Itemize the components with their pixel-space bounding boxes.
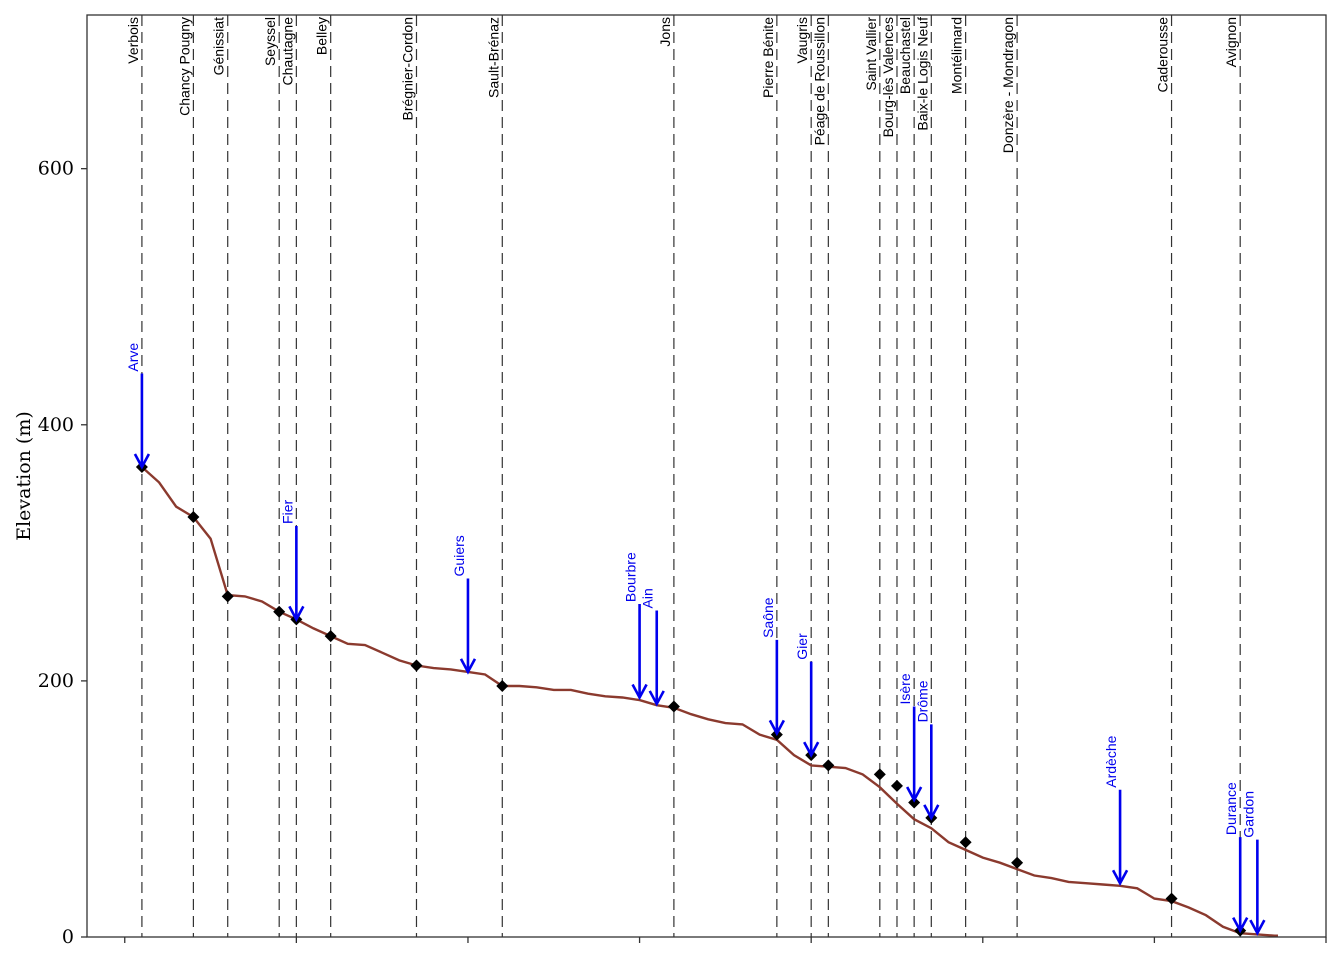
station-marker bbox=[496, 680, 509, 693]
tributary-label: Arve bbox=[125, 343, 141, 372]
tributary-label: Ain bbox=[640, 588, 656, 608]
tributary-label: Gardon bbox=[1240, 791, 1256, 838]
tributary-arrow-head bbox=[288, 605, 305, 623]
station-marker bbox=[273, 605, 286, 618]
station-label: Péage de Roussillon bbox=[811, 17, 827, 145]
station-label: Pierre Bénite bbox=[760, 17, 776, 98]
tributary-arrow-head bbox=[133, 453, 151, 470]
station-label: Jons bbox=[657, 17, 673, 47]
station-label: Donzère - Mondragon bbox=[1000, 17, 1016, 153]
station-label: Avignon bbox=[1223, 17, 1239, 67]
tributary-arrow-head bbox=[648, 690, 665, 707]
y-tick-label: 600 bbox=[38, 158, 74, 180]
plot-frame bbox=[86, 14, 1327, 938]
station-marker bbox=[187, 510, 200, 523]
station-labels: Verbois Chancy Pougny Génissiat Seyssel Chau… bbox=[125, 17, 1239, 154]
station-label: Belley bbox=[314, 17, 330, 55]
tributary-label: Guiers bbox=[451, 535, 467, 576]
station-label: Chancy Pougny bbox=[176, 17, 192, 116]
station-marker bbox=[1011, 856, 1024, 869]
station-label: Sault-Brénaz bbox=[485, 17, 501, 98]
station-label: Seyssel bbox=[262, 17, 278, 66]
y-axis-label: Elevation (m) bbox=[13, 411, 35, 541]
y-tick-label: 400 bbox=[38, 414, 74, 436]
station-label: Verbois bbox=[125, 17, 141, 64]
tributary-label: Fier bbox=[279, 499, 295, 523]
station-marker bbox=[822, 759, 835, 772]
y-tick-label: 200 bbox=[38, 670, 74, 692]
station-marker bbox=[324, 630, 337, 643]
station-label: Génissiat bbox=[211, 17, 227, 75]
tributary-arrow-head bbox=[768, 719, 786, 737]
station-label: Saint Vallier bbox=[863, 17, 879, 91]
station-label: Caderousse bbox=[1155, 17, 1171, 93]
tributary-label: Gier bbox=[794, 633, 810, 660]
tributary-arrow-head bbox=[631, 683, 648, 701]
station-marker bbox=[667, 700, 680, 713]
station-marker bbox=[410, 659, 423, 672]
tributary-arrow-head bbox=[1232, 916, 1249, 934]
tributary-arrow-head bbox=[1249, 919, 1266, 936]
station-lines bbox=[141, 15, 1241, 937]
tributary-arrow-head bbox=[459, 658, 477, 675]
station-label: Chautagne bbox=[279, 17, 295, 86]
tributary-arrow-head bbox=[803, 741, 820, 758]
tributary-arrows: Arve Fier Guiers Bourbre Ain Saône Gier Isère Dr… bbox=[125, 343, 1266, 936]
station-label: Bourg-lès Valences bbox=[880, 17, 896, 137]
tributary-arrow-head bbox=[923, 804, 940, 821]
elevation-profile-line bbox=[141, 466, 1278, 937]
tributary-label: Saône bbox=[760, 597, 776, 638]
y-axis-ticks: 0 200 400 600 bbox=[38, 158, 87, 948]
tributary-label: Isère bbox=[897, 673, 913, 704]
tributary-label: Drôme bbox=[914, 680, 930, 722]
station-label: Beauchastel bbox=[897, 17, 913, 94]
tributary-label: Ardèche bbox=[1103, 735, 1119, 787]
station-label: Vaugris bbox=[794, 17, 810, 63]
station-markers bbox=[135, 461, 1247, 937]
station-marker bbox=[873, 768, 886, 781]
x-axis-ticks bbox=[124, 937, 1327, 943]
tributary-label: Durance bbox=[1223, 782, 1239, 835]
station-marker bbox=[959, 836, 972, 849]
station-label: Brégnier-Cordon bbox=[399, 17, 415, 121]
tributary-arrow-head bbox=[905, 786, 923, 803]
station-label: Baix-le Logis Neuf bbox=[914, 17, 930, 131]
station-marker bbox=[890, 779, 903, 792]
axes: 0 200 400 600 Elevation (m) bbox=[13, 14, 1327, 948]
station-marker bbox=[1165, 892, 1178, 905]
tributary-label: Bourbre bbox=[623, 552, 639, 602]
station-label: Montélimard bbox=[949, 17, 965, 94]
tributary-arrow-head bbox=[1111, 869, 1129, 886]
station-marker bbox=[221, 590, 234, 603]
y-tick-label: 0 bbox=[62, 926, 74, 948]
